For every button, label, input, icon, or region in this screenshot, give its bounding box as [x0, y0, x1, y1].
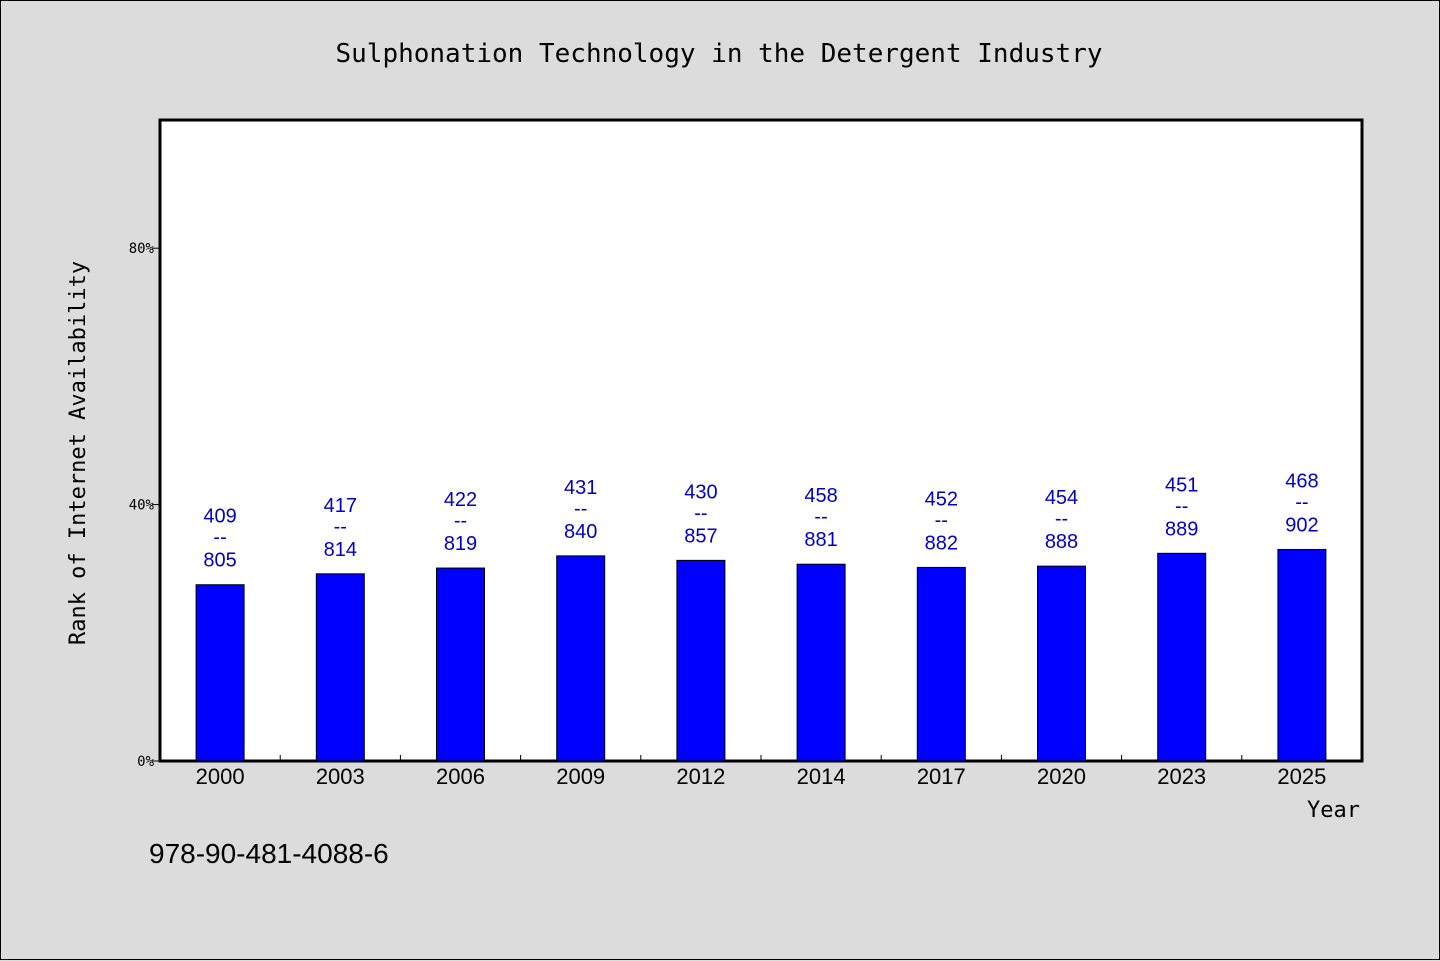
- data-label-bottom: 888: [1045, 531, 1078, 553]
- bar-2025: [1277, 548, 1327, 762]
- x-tick-label: 2003: [316, 764, 365, 789]
- x-tick-label: 2000: [196, 764, 245, 789]
- data-label-separator: --: [334, 516, 347, 538]
- x-axis-label: Year: [1307, 798, 1360, 823]
- data-label-separator: --: [814, 506, 827, 528]
- data-label-top: 468: [1285, 470, 1318, 492]
- data-label-separator: --: [1295, 491, 1308, 513]
- data-label-separator: --: [1175, 495, 1188, 517]
- bar-2020: [1037, 565, 1086, 762]
- y-tick-label: 40%: [129, 498, 155, 514]
- x-axis: 2000 2003 2006 2009 2012 2014 2017 2020 2023 2025: [196, 755, 1326, 789]
- data-label-separator: --: [574, 498, 587, 520]
- x-tick-label: 2012: [676, 764, 725, 789]
- data-labels: 409--805417--814422--819431--840430--857…: [203, 470, 1318, 571]
- bar-2012: [676, 559, 726, 762]
- data-label-top: 409: [203, 506, 236, 528]
- chart-title: Sulphonation Technology in the Detergent…: [335, 39, 1102, 69]
- x-tick-label: 2023: [1157, 764, 1206, 789]
- data-label-top: 422: [444, 489, 477, 511]
- data-label-separator: --: [454, 510, 467, 532]
- bar-2009: [556, 555, 606, 762]
- isbn-text: 978-90-481-4088-6: [149, 838, 389, 869]
- bar-2003: [315, 573, 365, 762]
- data-label-top: 431: [564, 477, 597, 499]
- data-label-bottom: 902: [1285, 514, 1318, 536]
- bar-2017: [916, 566, 966, 762]
- x-tick-label: 2014: [797, 764, 846, 789]
- data-label-separator: --: [213, 527, 226, 549]
- data-label-bottom: 881: [804, 529, 837, 551]
- data-label-separator: --: [1055, 508, 1068, 530]
- bar-2006: [436, 567, 485, 762]
- data-label-top: 451: [1165, 474, 1198, 496]
- data-label-separator: --: [935, 509, 948, 531]
- y-axis-label: Rank of Internet Availability: [66, 261, 91, 645]
- data-label-bottom: 814: [324, 539, 357, 561]
- data-label-bottom: 819: [444, 533, 477, 555]
- y-tick-label: 0%: [137, 754, 154, 770]
- x-tick-label: 2009: [556, 764, 605, 789]
- data-label-top: 417: [324, 495, 357, 517]
- bar-2014: [796, 563, 846, 762]
- data-label-top: 452: [925, 488, 958, 510]
- bar-2000: [195, 584, 245, 762]
- data-label-bottom: 805: [203, 550, 236, 572]
- data-label-top: 458: [804, 485, 837, 507]
- bar-2023: [1157, 552, 1207, 762]
- data-label-top: 454: [1045, 487, 1078, 509]
- data-label-bottom: 889: [1165, 518, 1198, 540]
- x-tick-label: 2020: [1037, 764, 1086, 789]
- x-tick-label: 2025: [1277, 764, 1326, 789]
- y-axis: 0% 40% 80%: [129, 241, 160, 770]
- data-label-bottom: 857: [684, 525, 717, 547]
- bar-series: [195, 548, 1327, 762]
- data-label-bottom: 840: [564, 521, 597, 543]
- data-label-separator: --: [694, 502, 707, 524]
- x-tick-label: 2017: [917, 764, 966, 789]
- data-label-bottom: 882: [925, 532, 958, 554]
- y-tick-label: 80%: [129, 241, 155, 257]
- x-tick-label: 2006: [436, 764, 485, 789]
- data-label-top: 430: [684, 481, 717, 503]
